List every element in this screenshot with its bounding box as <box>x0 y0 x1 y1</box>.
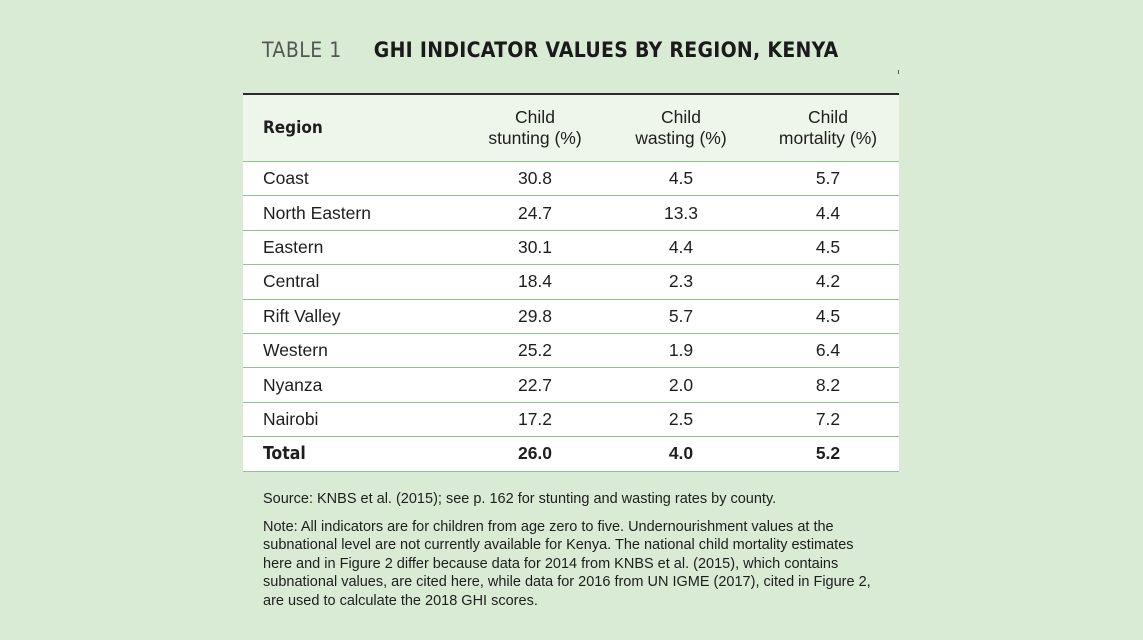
cell-region: Central <box>243 264 465 300</box>
table-title: GHI INDICATOR VALUES BY REGION, KENYA <box>373 38 839 62</box>
cell-mortality: 4.2 <box>757 264 899 300</box>
table-header-row: Region Child stunting (%) Child wasting (%… <box>243 94 899 162</box>
cell-region: Rift Valley <box>243 299 465 334</box>
cell-wasting: 4.4 <box>605 230 757 266</box>
header-child-wasting: Child wasting (%) <box>635 107 727 148</box>
cell-stunting: 22.7 <box>465 367 605 403</box>
cell-mortality: 4.5 <box>757 299 899 334</box>
cell-total-mortality: 5.2 <box>757 436 899 472</box>
table-notes: Source: KNBS et al. (2015); see p. 162 f… <box>263 490 883 620</box>
cell-wasting: 2.5 <box>605 402 757 438</box>
ghi-indicator-table: Region Child stunting (%) Child wasting (%… <box>243 93 899 472</box>
table-row: Nairobi 17.2 2.5 7.2 <box>243 402 899 438</box>
cell-wasting: 2.3 <box>605 264 757 300</box>
cell-wasting: 1.9 <box>605 333 757 369</box>
table-row: Western 25.2 1.9 6.4 <box>243 333 899 369</box>
explanatory-note: Note: All indicators are for children fr… <box>263 518 871 609</box>
cell-stunting: 24.7 <box>465 195 605 231</box>
table-row: Rift Valley 29.8 5.7 4.5 <box>243 299 899 334</box>
cell-mortality: 8.2 <box>757 367 899 403</box>
cell-region: Nyanza <box>243 367 465 403</box>
cell-region: Western <box>243 333 465 369</box>
table-number: TABLE 1 <box>262 38 342 62</box>
cell-total-stunting: 26.0 <box>465 436 605 472</box>
cell-stunting: 30.1 <box>465 230 605 266</box>
header-child-mortality: Child mortality (%) <box>778 107 878 148</box>
cell-wasting: 13.3 <box>605 195 757 231</box>
corner-tick-mark <box>898 70 899 74</box>
cell-mortality: 7.2 <box>757 402 899 438</box>
cell-region: Coast <box>243 161 465 197</box>
table-row: Eastern 30.1 4.4 4.5 <box>243 230 899 266</box>
table-total-row: Total 26.0 4.0 5.2 <box>243 436 899 472</box>
cell-mortality: 4.4 <box>757 195 899 231</box>
cell-region: Eastern <box>243 230 465 266</box>
cell-mortality: 4.5 <box>757 230 899 266</box>
cell-stunting: 30.8 <box>465 161 605 197</box>
table-row: Coast 30.8 4.5 5.7 <box>243 161 899 197</box>
cell-stunting: 17.2 <box>465 402 605 438</box>
cell-region: Nairobi <box>243 402 465 438</box>
cell-total-label: Total <box>243 436 465 472</box>
table-row: Nyanza 22.7 2.0 8.2 <box>243 367 899 403</box>
cell-wasting: 5.7 <box>605 299 757 334</box>
cell-wasting: 2.0 <box>605 367 757 403</box>
source-note: Source: KNBS et al. (2015); see p. 162 f… <box>263 491 777 507</box>
table-row: North Eastern 24.7 13.3 4.4 <box>243 195 899 231</box>
cell-stunting: 29.8 <box>465 299 605 334</box>
cell-total-wasting: 4.0 <box>605 436 757 472</box>
header-region: Region <box>263 117 323 138</box>
data-table-container: Region Child stunting (%) Child wasting (%… <box>243 93 899 472</box>
header-child-stunting: Child stunting (%) <box>488 107 582 148</box>
cell-region: North Eastern <box>243 195 465 231</box>
cell-mortality: 6.4 <box>757 333 899 369</box>
cell-stunting: 18.4 <box>465 264 605 300</box>
cell-mortality: 5.7 <box>757 161 899 197</box>
cell-stunting: 25.2 <box>465 333 605 369</box>
table-heading: TABLE 1 GHI INDICATOR VALUES BY REGION, … <box>262 38 839 66</box>
table-row: Central 18.4 2.3 4.2 <box>243 264 899 300</box>
cell-wasting: 4.5 <box>605 161 757 197</box>
